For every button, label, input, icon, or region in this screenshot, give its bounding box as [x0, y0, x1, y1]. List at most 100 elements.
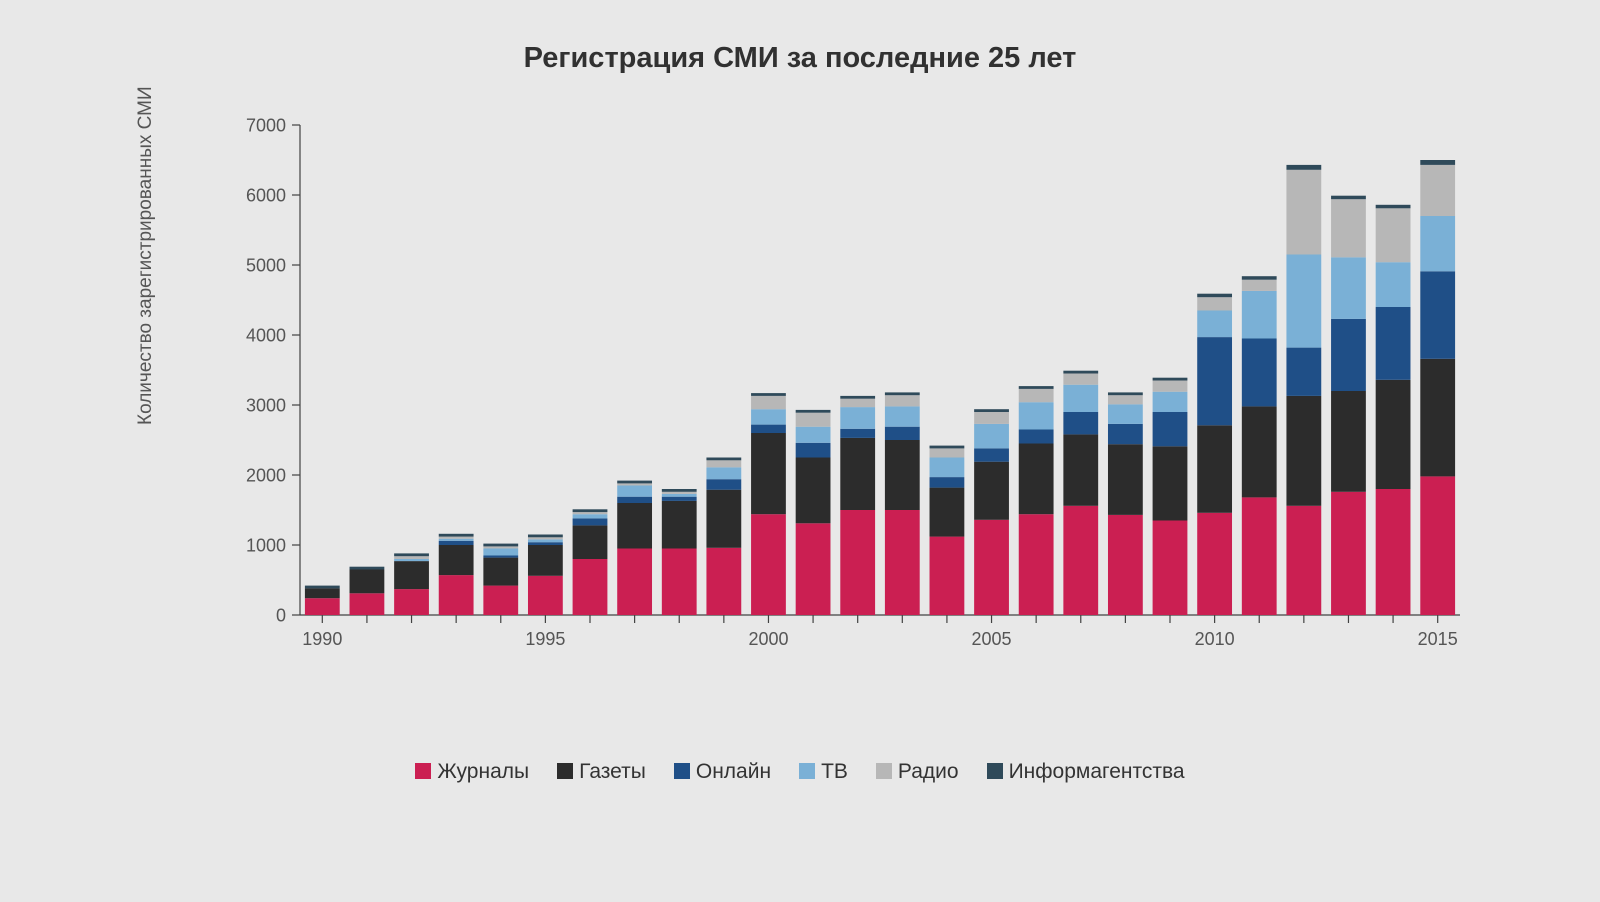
bar-segment	[1153, 381, 1188, 392]
bar-segment	[840, 396, 875, 399]
bar-segment	[885, 440, 920, 510]
bar-segment	[1376, 307, 1411, 380]
bar-segment	[305, 598, 340, 615]
bar-segment	[930, 488, 965, 537]
bar-segment	[1197, 425, 1232, 513]
bar-segment	[1420, 216, 1455, 271]
bar-segment	[617, 483, 652, 485]
bar-segment	[796, 443, 831, 458]
legend-item: Газеты	[557, 760, 646, 784]
bar-segment	[1197, 294, 1232, 298]
bar-segment	[1286, 165, 1321, 170]
bar-segment	[1063, 385, 1098, 412]
bar-segment	[573, 509, 608, 512]
bar-segment	[796, 427, 831, 443]
bar-segment	[1242, 291, 1277, 339]
bar-segment	[394, 589, 429, 615]
bar-segment	[439, 539, 474, 541]
bar-segment	[528, 542, 563, 545]
bar-segment	[1019, 514, 1054, 615]
bar-segment	[483, 549, 518, 556]
bar-segment	[528, 545, 563, 576]
bar-segment	[706, 548, 741, 615]
bar-segment	[617, 486, 652, 497]
bar-segment	[1108, 395, 1143, 404]
svg-text:2015: 2015	[1418, 629, 1458, 649]
svg-text:2000: 2000	[246, 465, 286, 485]
legend-label: Онлайн	[696, 760, 771, 783]
bar-segment	[930, 448, 965, 457]
bar-segment	[350, 593, 385, 615]
bar-segment	[1019, 444, 1054, 515]
bar-segment	[885, 427, 920, 440]
legend-swatch	[876, 763, 892, 779]
bar-segment	[840, 399, 875, 407]
bar-segment	[706, 467, 741, 479]
bar-segment	[751, 396, 786, 409]
legend-item: Журналы	[415, 760, 529, 784]
bar-segment	[974, 424, 1009, 449]
bar-segment	[796, 523, 831, 615]
svg-text:3000: 3000	[246, 395, 286, 415]
bar-segment	[662, 494, 697, 497]
bar-segment	[439, 534, 474, 537]
bar-segment	[1019, 402, 1054, 429]
bar-segment	[885, 392, 920, 395]
bar-segment	[573, 518, 608, 525]
bar-segment	[1331, 319, 1366, 391]
legend-swatch	[987, 763, 1003, 779]
bar-segment	[1063, 434, 1098, 505]
bar-segment	[573, 559, 608, 615]
legend-label: Информагентства	[1009, 760, 1185, 783]
svg-text:5000: 5000	[246, 255, 286, 275]
bar-segment	[1286, 255, 1321, 348]
bar-segment	[1153, 378, 1188, 381]
bar-segment	[1197, 297, 1232, 310]
bar-segment	[1242, 276, 1277, 280]
bar-segment	[1108, 424, 1143, 444]
bar-segment	[840, 438, 875, 510]
legend-label: Радио	[898, 760, 959, 783]
bar-segment	[930, 477, 965, 488]
bar-segment	[483, 544, 518, 547]
bar-segment	[1197, 337, 1232, 425]
bar-segment	[439, 537, 474, 539]
chart-container: Регистрация СМИ за последние 25 лет Коли…	[0, 0, 1600, 902]
legend-swatch	[415, 763, 431, 779]
bar-segment	[1331, 492, 1366, 615]
chart-title: Регистрация СМИ за последние 25 лет	[0, 0, 1600, 85]
bar-segment	[528, 537, 563, 539]
svg-text:1995: 1995	[525, 629, 565, 649]
bar-segment	[706, 490, 741, 548]
bar-segment	[706, 458, 741, 461]
bar-segment	[617, 503, 652, 549]
bar-segment	[1420, 160, 1455, 165]
bar-segment	[1420, 271, 1455, 359]
bar-segment	[617, 481, 652, 484]
bar-segment	[1420, 165, 1455, 216]
bar-segment	[1286, 170, 1321, 255]
bar-segment	[974, 409, 1009, 412]
bar-segment	[706, 460, 741, 467]
bar-segment	[1063, 412, 1098, 434]
bar-segment	[885, 510, 920, 615]
bar-segment	[840, 429, 875, 438]
bar-segment	[662, 549, 697, 616]
bar-segment	[305, 588, 340, 598]
svg-text:2005: 2005	[972, 629, 1012, 649]
bar-segment	[930, 446, 965, 449]
bar-segment	[930, 537, 965, 615]
legend-swatch	[674, 763, 690, 779]
legend-item: Радио	[876, 760, 959, 784]
bar-segment	[528, 539, 563, 542]
bar-segment	[662, 489, 697, 492]
legend-item: Онлайн	[674, 760, 771, 784]
bar-segment	[1019, 430, 1054, 444]
bar-segment	[1063, 506, 1098, 615]
bar-segment	[1286, 396, 1321, 506]
bar-segment	[1242, 280, 1277, 291]
legend-label: Газеты	[579, 760, 646, 783]
bar-segment	[1286, 348, 1321, 396]
svg-text:1000: 1000	[246, 535, 286, 555]
bar-segment	[573, 514, 608, 518]
